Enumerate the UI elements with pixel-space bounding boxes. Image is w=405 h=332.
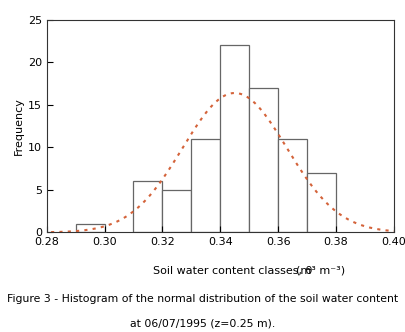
Text: Soil water content classes, θ: Soil water content classes, θ <box>152 266 311 276</box>
Text: (m³ m⁻³): (m³ m⁻³) <box>296 266 344 276</box>
Bar <box>220 45 249 232</box>
Bar <box>277 139 306 232</box>
Bar <box>162 190 191 232</box>
Bar <box>249 88 277 232</box>
Y-axis label: Frequency: Frequency <box>13 97 23 155</box>
Bar <box>306 173 335 232</box>
Bar <box>75 224 104 232</box>
Text: at 06/07/1995 (z=0.25 m).: at 06/07/1995 (z=0.25 m). <box>130 319 275 329</box>
Bar <box>191 139 220 232</box>
Text: Figure 3 - Histogram of the normal distribution of the soil water content: Figure 3 - Histogram of the normal distr… <box>7 294 398 304</box>
Bar <box>133 181 162 232</box>
